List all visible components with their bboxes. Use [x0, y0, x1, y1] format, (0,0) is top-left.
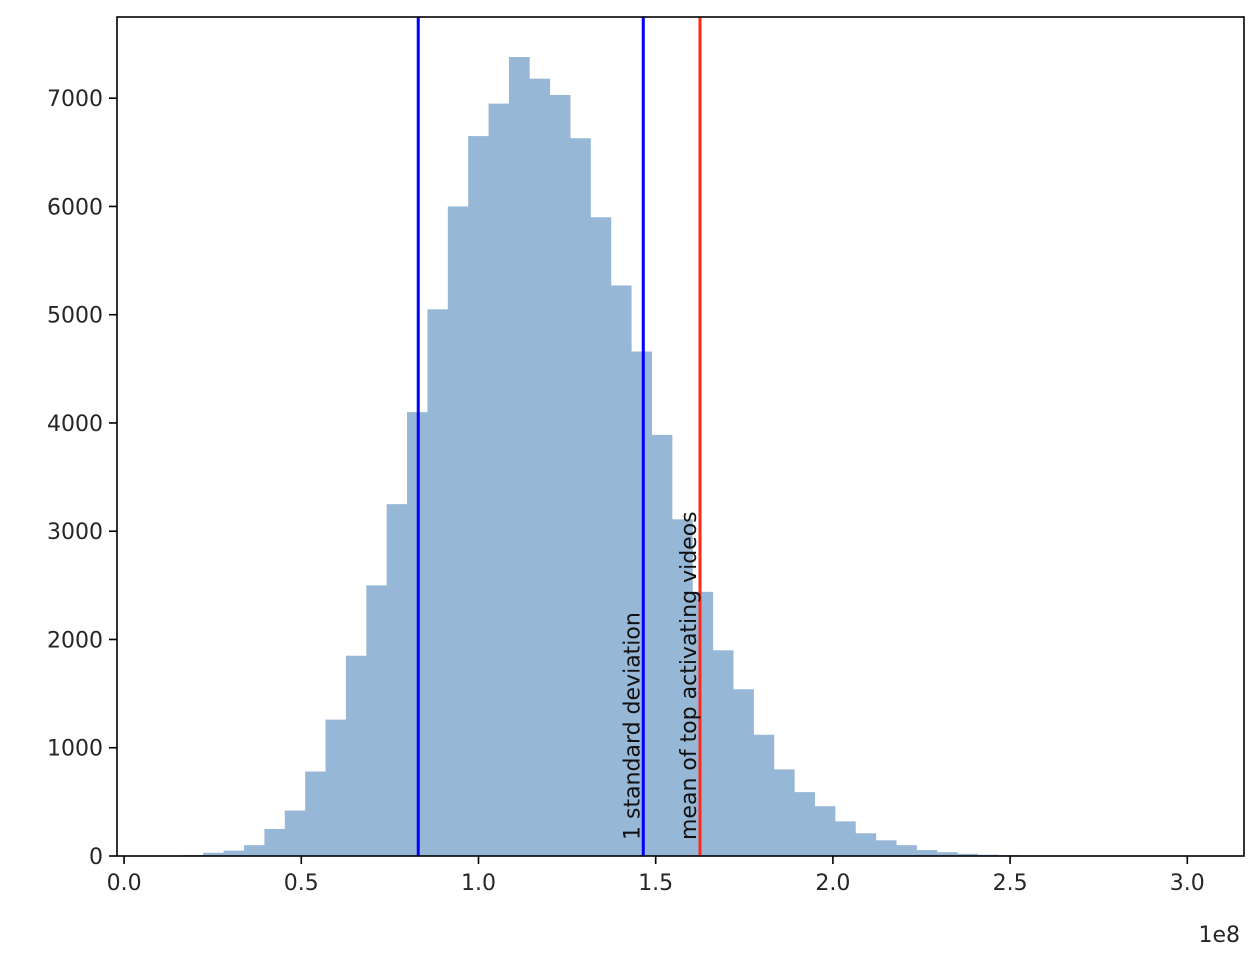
histogram-bar — [345, 655, 367, 856]
histogram-bar — [284, 810, 306, 856]
histogram-bar — [855, 833, 877, 856]
histogram-bar — [610, 285, 632, 857]
histogram-bar — [549, 94, 571, 856]
histogram-bar — [834, 821, 856, 856]
histogram-bar — [692, 591, 714, 856]
histogram-bar — [427, 309, 449, 856]
x-tick-label: 1.0 — [461, 871, 496, 896]
histogram-bar — [875, 840, 897, 856]
histogram-bar — [794, 792, 816, 856]
histogram-bar — [366, 585, 388, 856]
x-tick-label: 2.5 — [993, 871, 1028, 896]
histogram-bar — [305, 771, 326, 856]
y-tick-label: 1000 — [47, 737, 103, 762]
histogram-bar — [651, 434, 673, 856]
x-offset-label: 1e8 — [1198, 923, 1240, 948]
y-tick-label: 4000 — [47, 412, 103, 437]
histogram-bar — [896, 845, 917, 856]
line-annotations: 1 standard deviation mean of top activati… — [620, 511, 702, 840]
y-tick-label: 2000 — [47, 628, 103, 653]
x-tick-label: 2.0 — [815, 871, 850, 896]
x-tick-label: 0.0 — [107, 871, 142, 896]
histogram-bar — [244, 845, 265, 856]
histogram-bar — [590, 217, 612, 856]
histogram-bar — [570, 138, 591, 856]
histogram-bar — [773, 769, 795, 856]
histogram-bar — [264, 828, 286, 856]
histogram-bar — [916, 850, 938, 856]
histogram-bar — [508, 57, 530, 857]
histogram-bar — [814, 806, 836, 856]
y-axis: 0 1000 2000 3000 4000 5000 6000 7000 — [47, 87, 117, 870]
y-tick-label: 3000 — [47, 520, 103, 545]
histogram-bar — [529, 78, 551, 856]
histogram-bar — [468, 136, 489, 856]
reference-lines — [416, 17, 702, 856]
histogram-bar — [488, 103, 510, 857]
histogram-bar — [671, 519, 693, 856]
histogram-bars — [182, 57, 1243, 857]
histogram-bar — [753, 734, 775, 856]
histogram-bar — [447, 206, 469, 856]
x-tick-label: 1.5 — [638, 871, 673, 896]
x-axis: 0.0 0.5 1.0 1.5 2.0 2.5 3.0 — [107, 856, 1205, 896]
histogram-bar — [325, 719, 347, 856]
histogram-bar — [936, 852, 958, 856]
histogram-bar — [203, 852, 225, 856]
histogram-bar — [957, 853, 979, 856]
histogram-bar — [712, 650, 734, 856]
plot-frame — [116, 16, 1245, 857]
histogram-bar — [386, 504, 408, 856]
y-tick-label: 6000 — [47, 195, 103, 220]
histogram-bar — [631, 351, 652, 856]
reference-line-label: mean of top activating videos — [677, 511, 702, 840]
reference-line-label: 1 standard deviation — [620, 612, 645, 840]
y-tick-label: 0 — [89, 845, 103, 870]
histogram-bar — [223, 850, 245, 856]
y-tick-label: 7000 — [47, 87, 103, 112]
x-tick-label: 3.0 — [1170, 871, 1205, 896]
x-tick-label: 0.5 — [284, 871, 319, 896]
y-tick-label: 5000 — [47, 304, 103, 329]
histogram-bar — [733, 689, 754, 856]
